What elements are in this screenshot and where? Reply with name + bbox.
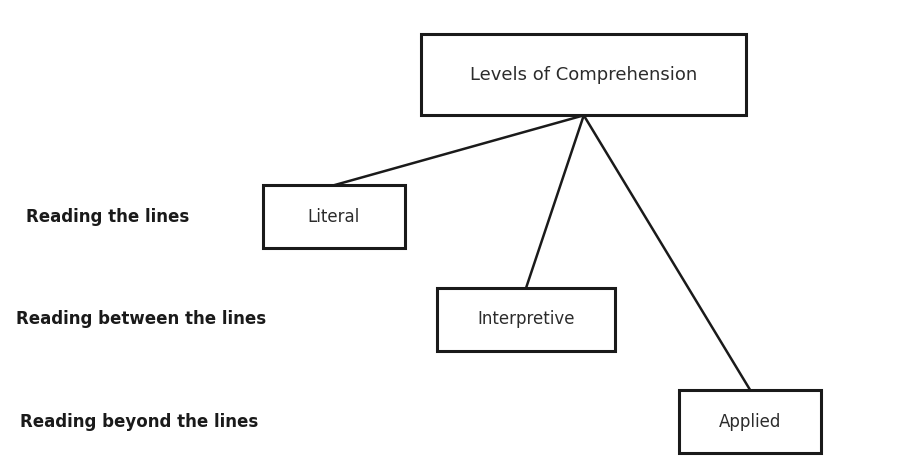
Text: Levels of Comprehension: Levels of Comprehension (470, 66, 697, 83)
Text: Reading the lines: Reading the lines (26, 208, 188, 226)
Text: Applied: Applied (719, 413, 781, 431)
FancyBboxPatch shape (679, 391, 822, 453)
Text: Reading beyond the lines: Reading beyond the lines (20, 413, 258, 431)
Text: Interpretive: Interpretive (478, 310, 575, 328)
FancyBboxPatch shape (436, 288, 615, 350)
FancyBboxPatch shape (264, 185, 404, 248)
Text: Reading between the lines: Reading between the lines (16, 310, 266, 328)
Text: Literal: Literal (307, 208, 361, 226)
FancyBboxPatch shape (421, 34, 747, 116)
